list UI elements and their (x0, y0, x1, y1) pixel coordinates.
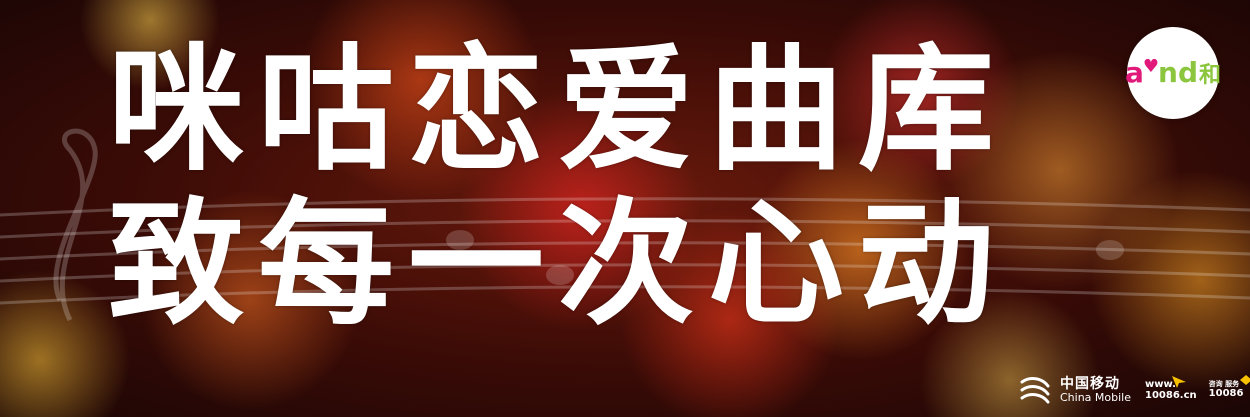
headline-line-1: 咪咕恋爱曲库 (108, 30, 1008, 190)
and-heart-icon: ♥ (1142, 56, 1160, 77)
and-logo-mark: a ♥ nd 和 (1124, 56, 1222, 89)
and-logo: a ♥ nd 和 (1124, 27, 1222, 119)
china-mobile-wordmark: 中国移动 China Mobile (1060, 377, 1131, 403)
and-logo-he: 和 (1199, 63, 1222, 88)
web-arrow-icon (1172, 375, 1187, 388)
china-mobile-cn: 中国移动 (1060, 375, 1120, 392)
and-logo-a: a (1124, 56, 1144, 89)
china-mobile-en: China Mobile (1060, 390, 1132, 404)
hotline-label: 咨询 服务 (1208, 380, 1240, 389)
china-mobile-logo-icon (1020, 377, 1050, 404)
footer-brand-bar: 中国移动 China Mobile www. 10086.cn 咨询 服务 10… (1018, 368, 1250, 412)
phone-icon (1239, 375, 1250, 386)
website-www: www. (1145, 378, 1176, 390)
service-hotline: 咨询 服务 10086 (1208, 375, 1250, 400)
website-address: www. 10086.cn (1145, 375, 1197, 402)
website-domain: 10086.cn (1145, 390, 1197, 401)
headline-line-2: 致每一次心动 (108, 184, 1008, 344)
hotline-number: 10086 (1208, 388, 1244, 400)
and-logo-nd: nd (1158, 56, 1199, 89)
